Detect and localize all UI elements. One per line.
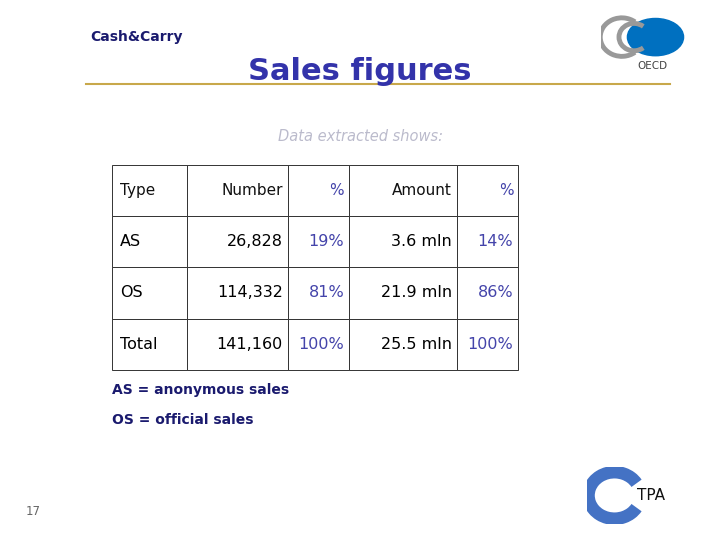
Text: Amount: Amount bbox=[392, 183, 452, 198]
Text: 100%: 100% bbox=[298, 337, 344, 352]
Text: 114,332: 114,332 bbox=[217, 286, 283, 300]
Text: 3.6 mln: 3.6 mln bbox=[392, 234, 452, 249]
Text: 100%: 100% bbox=[467, 337, 513, 352]
Text: 25.5 mln: 25.5 mln bbox=[381, 337, 452, 352]
Text: 14%: 14% bbox=[478, 234, 513, 249]
Text: TPA: TPA bbox=[637, 488, 665, 503]
Text: 19%: 19% bbox=[309, 234, 344, 249]
Text: Total: Total bbox=[120, 337, 158, 352]
Text: 17: 17 bbox=[25, 505, 40, 518]
Text: Cash&Carry: Cash&Carry bbox=[90, 30, 182, 44]
Text: 86%: 86% bbox=[478, 286, 513, 300]
Text: %: % bbox=[499, 183, 513, 198]
Text: 141,160: 141,160 bbox=[217, 337, 283, 352]
Text: OECD: OECD bbox=[638, 60, 667, 71]
Text: Data extracted shows:: Data extracted shows: bbox=[277, 129, 443, 144]
Text: 81%: 81% bbox=[308, 286, 344, 300]
Text: Sales figures: Sales figures bbox=[248, 57, 472, 86]
Circle shape bbox=[627, 18, 683, 56]
Text: OS = official sales: OS = official sales bbox=[112, 413, 253, 427]
Text: AS: AS bbox=[120, 234, 141, 249]
Text: 26,828: 26,828 bbox=[227, 234, 283, 249]
Text: OS: OS bbox=[120, 286, 143, 300]
Text: 21.9 mln: 21.9 mln bbox=[381, 286, 452, 300]
Text: Number: Number bbox=[222, 183, 283, 198]
Text: Type: Type bbox=[120, 183, 156, 198]
Text: AS = anonymous sales: AS = anonymous sales bbox=[112, 383, 289, 397]
Text: %: % bbox=[330, 183, 344, 198]
